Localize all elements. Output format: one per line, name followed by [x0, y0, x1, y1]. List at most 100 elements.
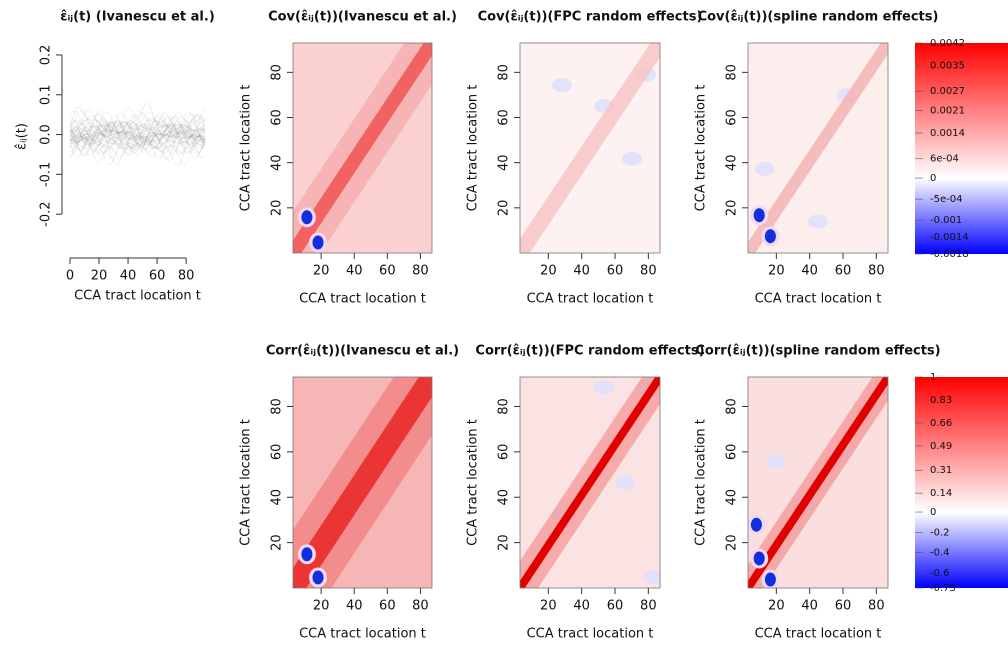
residual-curve — [69, 123, 206, 166]
colorbar-label: 0 — [930, 507, 936, 518]
residual-curve — [69, 119, 206, 141]
heatmap-patch — [643, 570, 660, 585]
heatmap-band — [748, 43, 888, 253]
x-tick-label: 20 — [540, 599, 557, 614]
y-tick-label: 80 — [270, 64, 285, 81]
heatmap-blob — [312, 570, 324, 585]
residual-curve — [69, 117, 206, 159]
heatmap-band — [520, 377, 660, 588]
residual-curve — [69, 126, 206, 159]
y-tick-label: 20 — [270, 200, 285, 217]
chart-title: Cov(ε̂ᵢⱼ(t))(spline random effects) — [698, 10, 939, 25]
y-axis-label: CCA tract location t — [694, 85, 709, 212]
x-tick-label: 40 — [120, 269, 137, 284]
x-axis-label: CCA tract location t — [527, 627, 654, 642]
y-tick-label: 20 — [497, 534, 512, 551]
residual-curve — [69, 115, 206, 146]
chart-title: Corr(ε̂ᵢⱼ(t))(spline random effects) — [695, 344, 940, 359]
x-tick-label: 60 — [607, 264, 624, 279]
x-tick-label: 60 — [149, 269, 166, 284]
colorbar-label: 0.66 — [930, 418, 952, 429]
y-tick-label: 80 — [270, 398, 285, 415]
x-tick-label: 40 — [573, 599, 590, 614]
residual-curve — [69, 112, 206, 146]
heatmap-patch — [615, 475, 635, 490]
x-tick-label: 60 — [607, 599, 624, 614]
plot-frame — [519, 376, 661, 589]
y-tick-label: -0.1 — [39, 162, 54, 187]
y-tick-label: 20 — [270, 534, 285, 551]
colorbar-label: -0.6 — [930, 568, 950, 579]
y-tick-label: 0.0 — [39, 124, 54, 145]
residual-curve — [69, 123, 206, 145]
y-tick-label: 60 — [270, 444, 285, 461]
heatmap-image — [293, 377, 432, 588]
y-tick-label: 60 — [725, 109, 740, 126]
heatmap-blob — [301, 210, 313, 225]
residual-curve — [69, 120, 206, 148]
residual-curve — [69, 111, 205, 149]
y-tick-label: -0.2 — [39, 201, 54, 226]
heatmap-blob — [764, 572, 776, 587]
residual-curve — [69, 102, 206, 146]
residual-curve — [69, 110, 206, 147]
y-tick-label: 80 — [497, 398, 512, 415]
x-tick-label: 80 — [412, 599, 429, 614]
x-tick-label: 40 — [573, 264, 590, 279]
residual-curve — [69, 107, 206, 150]
x-axis-label: CCA tract location t — [74, 289, 201, 304]
y-tick-label: 0.1 — [39, 84, 54, 105]
y-tick-label: 80 — [725, 398, 740, 415]
x-tick-label: 80 — [868, 264, 885, 279]
x-tick-label: 0 — [66, 269, 74, 284]
y-axis-label: CCA tract location t — [466, 419, 481, 546]
colorbar-label: -0.001 — [930, 215, 962, 226]
x-tick-label: 60 — [835, 264, 852, 279]
colorbar-label: 0.49 — [930, 441, 952, 452]
x-tick-label: 20 — [313, 264, 330, 279]
heatmap-patch — [552, 78, 572, 92]
heatmap-blob — [312, 235, 324, 250]
y-axis-label: CCA tract location t — [466, 85, 481, 212]
residual-curve — [69, 118, 206, 160]
x-tick-label: 80 — [640, 264, 657, 279]
y-tick-label: 0.2 — [39, 45, 54, 66]
colorbar-label: -0.4 — [930, 548, 950, 559]
colorbar-label: 0.0021 — [930, 106, 965, 117]
residual-curve — [69, 118, 206, 141]
residual-curve — [69, 128, 206, 149]
residual-curve — [69, 127, 206, 154]
x-tick-label: 40 — [346, 599, 363, 614]
heatmap-blob — [753, 551, 765, 566]
x-tick-label: 60 — [835, 599, 852, 614]
residual-curve — [69, 124, 206, 162]
colorbar-label: 0.14 — [930, 488, 952, 499]
heatmap-band — [293, 377, 432, 588]
heatmap-patch — [754, 162, 775, 176]
heatmap-image — [520, 43, 660, 253]
residual-curve — [69, 127, 206, 155]
x-tick-label: 20 — [768, 599, 785, 614]
colorbar-label: -0.0018 — [930, 249, 969, 260]
residual-curve — [69, 110, 206, 144]
chart-title: Cov(ε̂ᵢⱼ(t))(Ivanescu et al.) — [268, 10, 457, 25]
colorbar-label: 0.83 — [930, 395, 952, 406]
colorbar-label: 0.0042 — [930, 38, 965, 49]
colorbar — [915, 43, 1008, 254]
residual-curve — [69, 121, 206, 152]
y-tick-label: 20 — [725, 200, 740, 217]
x-tick-label: 60 — [379, 264, 396, 279]
residual-curve — [69, 123, 206, 146]
residual-curve — [69, 127, 206, 153]
x-axis-label: CCA tract location t — [299, 292, 426, 307]
heatmap-blob — [753, 208, 765, 223]
heatmap-image — [520, 377, 660, 588]
residual-curve — [69, 111, 206, 150]
heatmap-patch — [808, 214, 828, 229]
x-tick-label: 20 — [540, 264, 557, 279]
y-axis-label: CCA tract location t — [239, 419, 254, 546]
residual-curve — [69, 111, 206, 154]
colorbar-label: 0.31 — [930, 465, 952, 476]
y-axis-label: CCA tract location t — [694, 419, 709, 546]
